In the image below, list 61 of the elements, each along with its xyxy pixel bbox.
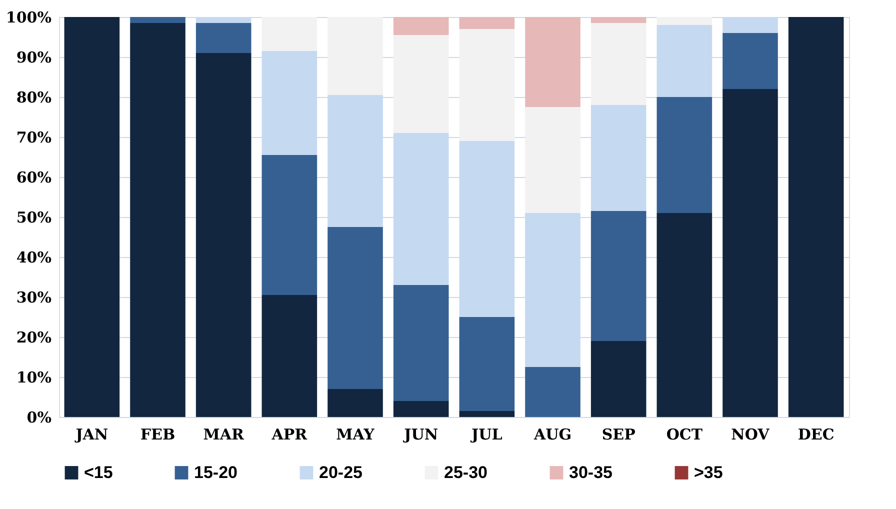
- y-tick-label: 100%: [6, 8, 52, 26]
- y-tick-label: 90%: [16, 48, 52, 66]
- bar: [656, 213, 712, 417]
- bar: [262, 295, 318, 417]
- y-tick-label: 60%: [16, 168, 52, 186]
- bar: [722, 89, 778, 417]
- bar: [262, 155, 318, 295]
- x-tick-label: JAN: [74, 426, 108, 444]
- bar: [393, 17, 449, 35]
- bar: [130, 17, 186, 23]
- y-tick-label: 50%: [16, 208, 52, 226]
- bar: [196, 53, 252, 417]
- y-tick-label: 70%: [16, 128, 52, 146]
- bar: [525, 367, 580, 417]
- bar: [328, 389, 383, 417]
- legend-label: 15-20: [194, 462, 238, 482]
- bar: [590, 211, 646, 341]
- bar: [130, 23, 186, 417]
- bar: [196, 23, 252, 53]
- y-tick-label: 20%: [16, 328, 52, 346]
- bar: [525, 17, 580, 107]
- y-tick-label: 0%: [26, 408, 52, 426]
- legend-label: 30-35: [569, 462, 612, 482]
- bar: [328, 227, 383, 389]
- bar: [459, 17, 515, 29]
- x-tick-label: SEP: [602, 426, 636, 444]
- bar: [459, 29, 515, 141]
- bar: [525, 107, 580, 213]
- bar: [459, 411, 515, 417]
- bar: [262, 17, 318, 51]
- legend-label: 25-30: [444, 462, 488, 482]
- x-tick-label: JUL: [470, 426, 503, 444]
- bar: [590, 23, 646, 105]
- x-tick-label: MAR: [203, 426, 244, 444]
- legend-label: >35: [694, 462, 723, 482]
- legend-label: 20-25: [319, 462, 362, 482]
- bar: [459, 317, 515, 411]
- x-tick-label: FEB: [140, 426, 176, 444]
- x-tick-label: DEC: [798, 426, 834, 444]
- y-tick-label: 30%: [16, 288, 52, 306]
- legend-label: <15: [84, 462, 113, 482]
- bar: [590, 17, 646, 23]
- bar: [590, 341, 646, 417]
- x-tick-label: APR: [270, 426, 308, 444]
- bar: [393, 285, 449, 401]
- x-tick-label: NOV: [731, 426, 770, 444]
- x-tick-label: MAY: [336, 426, 375, 444]
- bar: [788, 17, 844, 417]
- y-tick-label: 10%: [16, 368, 52, 386]
- bar: [393, 401, 449, 417]
- bar: [656, 97, 712, 213]
- bar: [656, 17, 712, 25]
- y-tick-label: 40%: [16, 248, 52, 266]
- bar: [328, 17, 383, 95]
- bar: [64, 17, 120, 417]
- bar: [393, 35, 449, 133]
- bar: [722, 33, 778, 89]
- x-tick-label: JUN: [402, 426, 438, 444]
- x-tick-label: OCT: [666, 426, 704, 444]
- y-tick-label: 80%: [16, 88, 52, 106]
- x-tick-label: AUG: [532, 426, 572, 444]
